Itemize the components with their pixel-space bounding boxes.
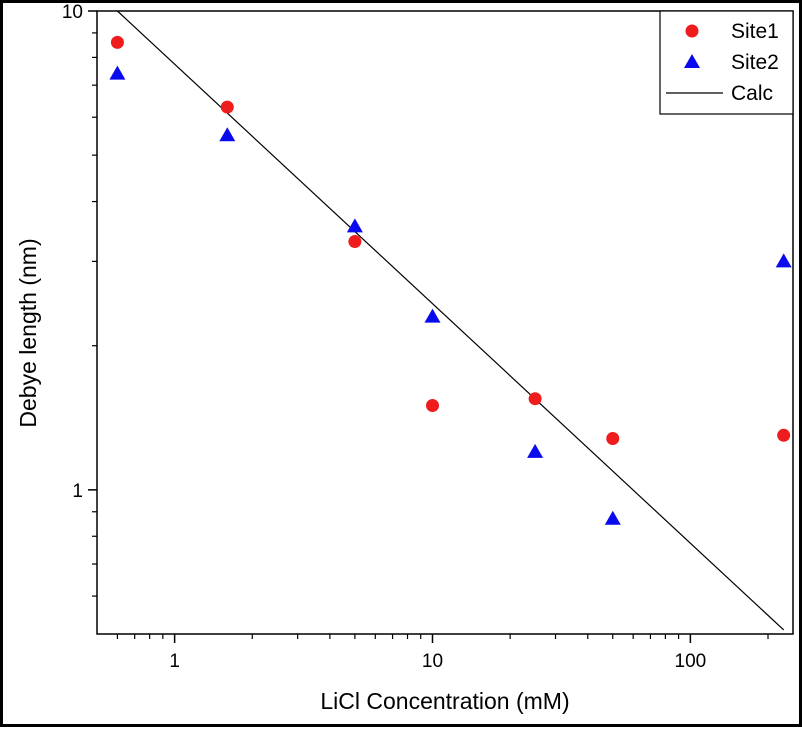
- site1-point: [426, 399, 440, 413]
- axis-ticks: 1 10 100 1 10: [62, 3, 769, 672]
- site2-point: [109, 65, 126, 80]
- y-tick-label: 10: [62, 3, 83, 23]
- site2-point: [527, 443, 544, 458]
- legend-marker-site2: [684, 54, 700, 68]
- site2-point: [219, 127, 236, 142]
- site2-point: [775, 253, 792, 268]
- data-points: [109, 35, 792, 525]
- calc-line-layer: [116, 10, 785, 631]
- x-axis-title: LiCl Concentration (mM): [320, 688, 569, 714]
- site1-point: [110, 35, 124, 49]
- site1-point: [777, 428, 791, 442]
- site1-point: [606, 432, 620, 446]
- site2-point: [424, 308, 441, 323]
- legend-label-site1: Site1: [731, 20, 779, 43]
- x-tick-label: 1: [169, 651, 180, 672]
- site2-point: [346, 218, 363, 233]
- x-tick-label: 100: [675, 651, 707, 672]
- y-tick-label: 1: [72, 481, 83, 502]
- legend-label-site2: Site2: [731, 51, 779, 74]
- site1-point: [220, 100, 234, 114]
- legend: Site1 Site2 Calc: [659, 10, 794, 115]
- site1-point: [528, 392, 542, 406]
- legend-label-calc: Calc: [731, 82, 773, 105]
- x-tick-label: 10: [422, 651, 443, 672]
- calc-line: [116, 10, 785, 631]
- legend-box: [659, 10, 794, 115]
- site1-point: [348, 235, 362, 249]
- debye-length-chart: 1 10 100 1 10 LiCl Concentration (mM) Debye …: [15, 3, 794, 714]
- legend-marker-site1: [685, 24, 699, 38]
- y-axis-title: Debye length (nm): [15, 238, 41, 427]
- site2-point: [604, 510, 621, 525]
